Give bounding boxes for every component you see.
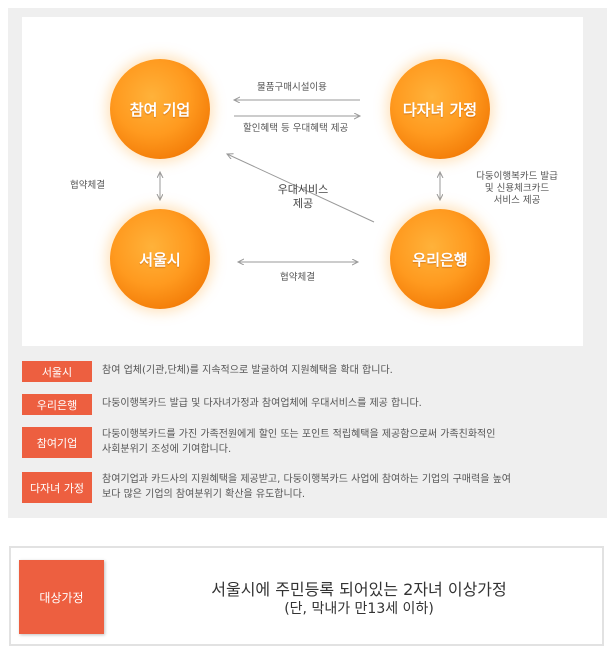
label-purchase: 물품구매시설이용 (257, 82, 327, 93)
label-bank-card: 다둥이행복카드 발급 및 신용체크카드 서비스 제공 (476, 171, 558, 206)
node-woori-bank: 우리은행 (390, 209, 490, 309)
node-seoul: 서울시 (110, 209, 210, 309)
badge-participating-company: 참여기업 (22, 427, 92, 458)
label-agreement-left: 협약체결 (70, 180, 105, 191)
target-family-box: 대상가정 서울시에 주민등록 되어있는 2자녀 이상가정 (단, 막내가 만13… (9, 546, 604, 646)
desc-row-woori-bank: 우리은행 다둥이행복카드 발급 및 다자녀가정과 참여업체에 우대서비스를 제공… (22, 391, 592, 417)
desc-text-multi-child-family: 참여기업과 카드사의 지원혜택을 제공받고, 다둥이행복카드 사업에 참여하는 … (102, 474, 511, 500)
desc-text-seoul: 참여 업체(기관,단체)를 지속적으로 발굴하여 지원혜택을 확대 합니다. (102, 365, 393, 376)
badge-seoul: 서울시 (22, 361, 92, 382)
label-agreement-bottom: 협약체결 (280, 272, 315, 283)
node-participating-company: 참여 기업 (110, 59, 210, 159)
node-multi-child-family: 다자녀 가정 (390, 59, 490, 159)
label-preferential-service: 우대서비스 제공 (277, 183, 329, 210)
label-discount: 할인혜택 등 우대혜택 제공 (243, 123, 349, 134)
badge-multi-child-family: 다자녀 가정 (22, 472, 92, 503)
desc-row-multi-child-family: 다자녀 가정 참여기업과 카드사의 지원혜택을 제공받고, 다둥이행복카드 사업… (22, 469, 592, 505)
target-badge: 대상가정 (19, 560, 104, 634)
badge-woori-bank: 우리은행 (22, 394, 92, 415)
target-criteria: 서울시에 주민등록 되어있는 2자녀 이상가정 (211, 580, 507, 599)
desc-text-participating-company: 다둥이행복카드를 가진 가족전원에게 할인 또는 포인트 적립혜택을 제공함으로… (102, 429, 496, 455)
diagram-panel: 참여 기업 다자녀 가정 서울시 우리은행 물품구매시설이용 할인혜택 등 우대… (22, 17, 583, 346)
arrow-preferential (227, 154, 375, 223)
desc-row-seoul: 서울시 참여 업체(기관,단체)를 지속적으로 발굴하여 지원혜택을 확대 합니… (22, 358, 592, 384)
arrows-layer (22, 17, 583, 346)
target-condition: (단, 막내가 만13세 이하) (284, 601, 434, 617)
desc-row-participating-company: 참여기업 다둥이행복카드를 가진 가족전원에게 할인 또는 포인트 적립혜택을 … (22, 424, 592, 460)
desc-text-woori-bank: 다둥이행복카드 발급 및 다자녀가정과 참여업체에 우대서비스를 제공 합니다. (102, 398, 422, 409)
